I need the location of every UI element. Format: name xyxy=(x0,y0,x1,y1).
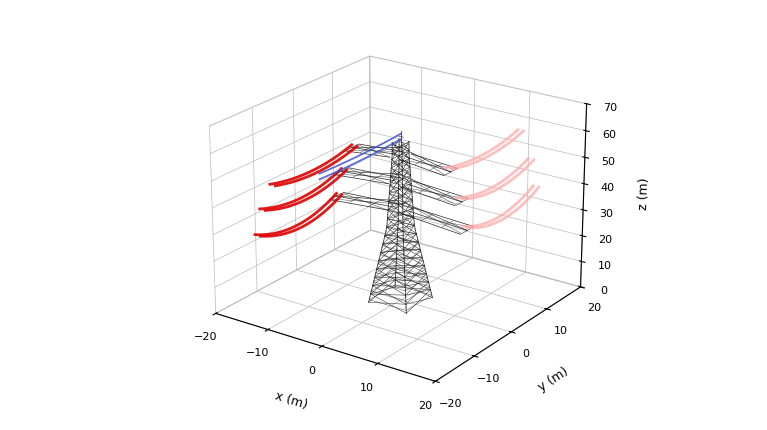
X-axis label: x (m): x (m) xyxy=(274,389,309,411)
Y-axis label: y (m): y (m) xyxy=(536,365,571,393)
